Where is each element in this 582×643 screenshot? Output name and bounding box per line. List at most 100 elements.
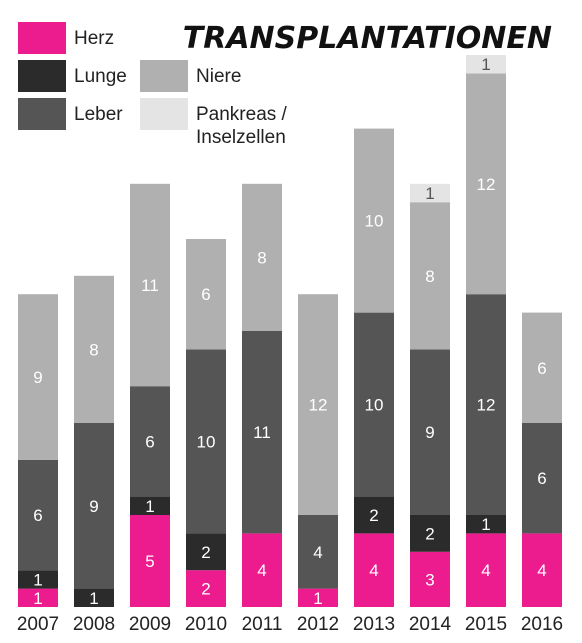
legend-swatch-pankreas-inselzellen xyxy=(140,98,188,130)
data-label-niere-2014: 8 xyxy=(425,267,434,286)
bar-2011: 4 11 8 xyxy=(242,183,282,607)
bar-2012: 1 4 12 xyxy=(298,294,338,608)
x-tick-label-2008: 2008 xyxy=(73,614,115,635)
bar-segment-pankreas-inselzellen-2015 xyxy=(466,55,506,74)
data-label-herz-2007: 1 xyxy=(33,589,42,608)
legend: Herz Lunge Leber Niere Pankreas /Inselzellen xyxy=(18,22,288,148)
bar-segment-lunge-2007 xyxy=(18,570,58,589)
bar-segment-leber-2011 xyxy=(242,331,282,534)
bar-segment-leber-2012 xyxy=(298,515,338,589)
data-label-lunge-2014: 2 xyxy=(425,524,434,543)
bar-segment-niere-2015 xyxy=(466,73,506,295)
data-label-lunge-2010: 2 xyxy=(201,543,210,562)
bar-segment-niere-2013 xyxy=(354,128,394,313)
bar-segment-leber-2015 xyxy=(466,294,506,515)
bar-segment-leber-2007 xyxy=(18,459,58,571)
data-label-lunge-2007: 1 xyxy=(33,570,42,589)
bar-2010: 2 2 10 6 xyxy=(186,239,226,607)
bar-2016: 4 6 6 xyxy=(522,312,562,607)
data-label-leber-2009: 6 xyxy=(145,432,154,451)
legend-label-pankreas-inselzellen-line-1: Pankreas / xyxy=(196,104,288,125)
bar-2014: 3 2 9 8 1 xyxy=(410,183,450,607)
legend-label-herz: Herz xyxy=(74,28,114,49)
legend-swatch-lunge xyxy=(18,60,66,92)
x-tick-label-2007: 2007 xyxy=(17,614,59,635)
data-label-herz-2014: 3 xyxy=(425,570,434,589)
bar-segment-lunge-2014 xyxy=(410,515,450,552)
x-axis-ticks: 2007 2008 2009 2010 2011 2012 2013 2014 2015 2016 xyxy=(17,614,563,635)
data-label-lunge-2013: 2 xyxy=(369,506,378,525)
bar-segment-herz-2013 xyxy=(354,533,394,607)
x-tick-label-2015: 2015 xyxy=(465,614,507,635)
bar-segment-herz-2007 xyxy=(18,588,58,607)
data-label-niere-2011: 8 xyxy=(257,248,266,267)
data-label-leber-2012: 4 xyxy=(313,543,322,562)
bar-2008: 1 9 8 xyxy=(74,275,114,608)
bar-segment-leber-2014 xyxy=(410,349,450,515)
bar-segment-niere-2012 xyxy=(298,294,338,515)
data-label-herz-2010: 2 xyxy=(201,580,210,599)
bar-2007: 11 6 9 xyxy=(18,294,58,608)
x-tick-label-2009: 2009 xyxy=(129,614,171,635)
bar-segment-lunge-2013 xyxy=(354,496,394,534)
data-label-herz-2009: 5 xyxy=(145,552,154,571)
legend-item-niere: Niere xyxy=(140,60,241,92)
bar-segment-leber-2008 xyxy=(74,423,114,589)
bar-segment-niere-2011 xyxy=(242,183,282,331)
data-label-lunge-2008: 1 xyxy=(89,589,98,608)
bar-segment-leber-2010 xyxy=(186,349,226,534)
data-label-niere-2016: 6 xyxy=(537,359,546,378)
data-label-niere-2012: 12 xyxy=(309,396,328,415)
chart-title: TRANSPLANTATIONEN xyxy=(183,21,552,56)
data-label-niere-2013: 10 xyxy=(365,212,384,231)
legend-label-leber: Leber xyxy=(74,104,123,125)
bar-segment-lunge-2010 xyxy=(186,533,226,571)
bar-segment-herz-2012 xyxy=(298,588,338,607)
x-tick-label-2013: 2013 xyxy=(353,614,395,635)
data-label-herz-2012: 1 xyxy=(313,589,322,608)
data-label-pankreas-inselzellen-2014: 1 xyxy=(425,184,434,203)
legend-item-herz: Herz xyxy=(18,22,114,54)
bar-2009: 5 1 6 11 xyxy=(130,183,170,607)
bar-segment-leber-2009 xyxy=(130,386,170,497)
bar-segment-niere-2009 xyxy=(130,183,170,387)
bar-segment-lunge-2009 xyxy=(130,496,170,515)
data-label-lunge-2015: 1 xyxy=(481,515,490,534)
bar-segment-niere-2016 xyxy=(522,312,562,423)
x-tick-label-2012: 2012 xyxy=(297,614,339,635)
x-tick-label-2010: 2010 xyxy=(185,614,227,635)
legend-item-lunge: Lunge xyxy=(18,60,127,92)
x-tick-label-2011: 2011 xyxy=(242,614,283,635)
bar-segment-herz-2009 xyxy=(130,515,170,607)
bar-segment-herz-2015 xyxy=(466,533,506,607)
legend-item-leber: Leber xyxy=(18,98,123,130)
data-label-niere-2010: 6 xyxy=(201,285,210,304)
data-label-herz-2015: 4 xyxy=(481,561,490,580)
bars: 1169198516112210641181412421010329814112… xyxy=(18,55,562,608)
bar-segment-niere-2010 xyxy=(186,239,226,350)
bar-segment-lunge-2008 xyxy=(74,588,114,607)
data-label-niere-2015: 12 xyxy=(477,175,496,194)
bar-segment-herz-2010 xyxy=(186,570,226,607)
bar-segment-lunge-2015 xyxy=(466,515,506,534)
bar-segment-leber-2016 xyxy=(522,423,562,534)
data-label-leber-2008: 9 xyxy=(89,497,98,516)
legend-swatch-herz xyxy=(18,22,66,54)
bar-segment-leber-2013 xyxy=(354,312,394,497)
bar-segment-pankreas-inselzellen-2014 xyxy=(410,183,450,203)
bar-segment-herz-2014 xyxy=(410,551,450,607)
data-label-leber-2014: 9 xyxy=(425,423,434,442)
data-label-leber-2007: 6 xyxy=(33,506,42,525)
x-tick-label-2016: 2016 xyxy=(521,614,563,635)
legend-swatch-leber xyxy=(18,98,66,130)
bar-segment-niere-2007 xyxy=(18,294,58,460)
bar-segment-niere-2014 xyxy=(410,202,450,350)
data-label-niere-2009: 11 xyxy=(141,276,159,295)
data-label-leber-2015: 12 xyxy=(477,396,496,415)
data-label-lunge-2009: 1 xyxy=(145,497,154,516)
bar-segment-herz-2011 xyxy=(242,533,282,607)
data-label-niere-2007: 9 xyxy=(33,368,42,387)
legend-label-pankreas-inselzellen-line-2: Inselzellen xyxy=(196,127,286,148)
bar-segment-niere-2008 xyxy=(74,275,114,423)
